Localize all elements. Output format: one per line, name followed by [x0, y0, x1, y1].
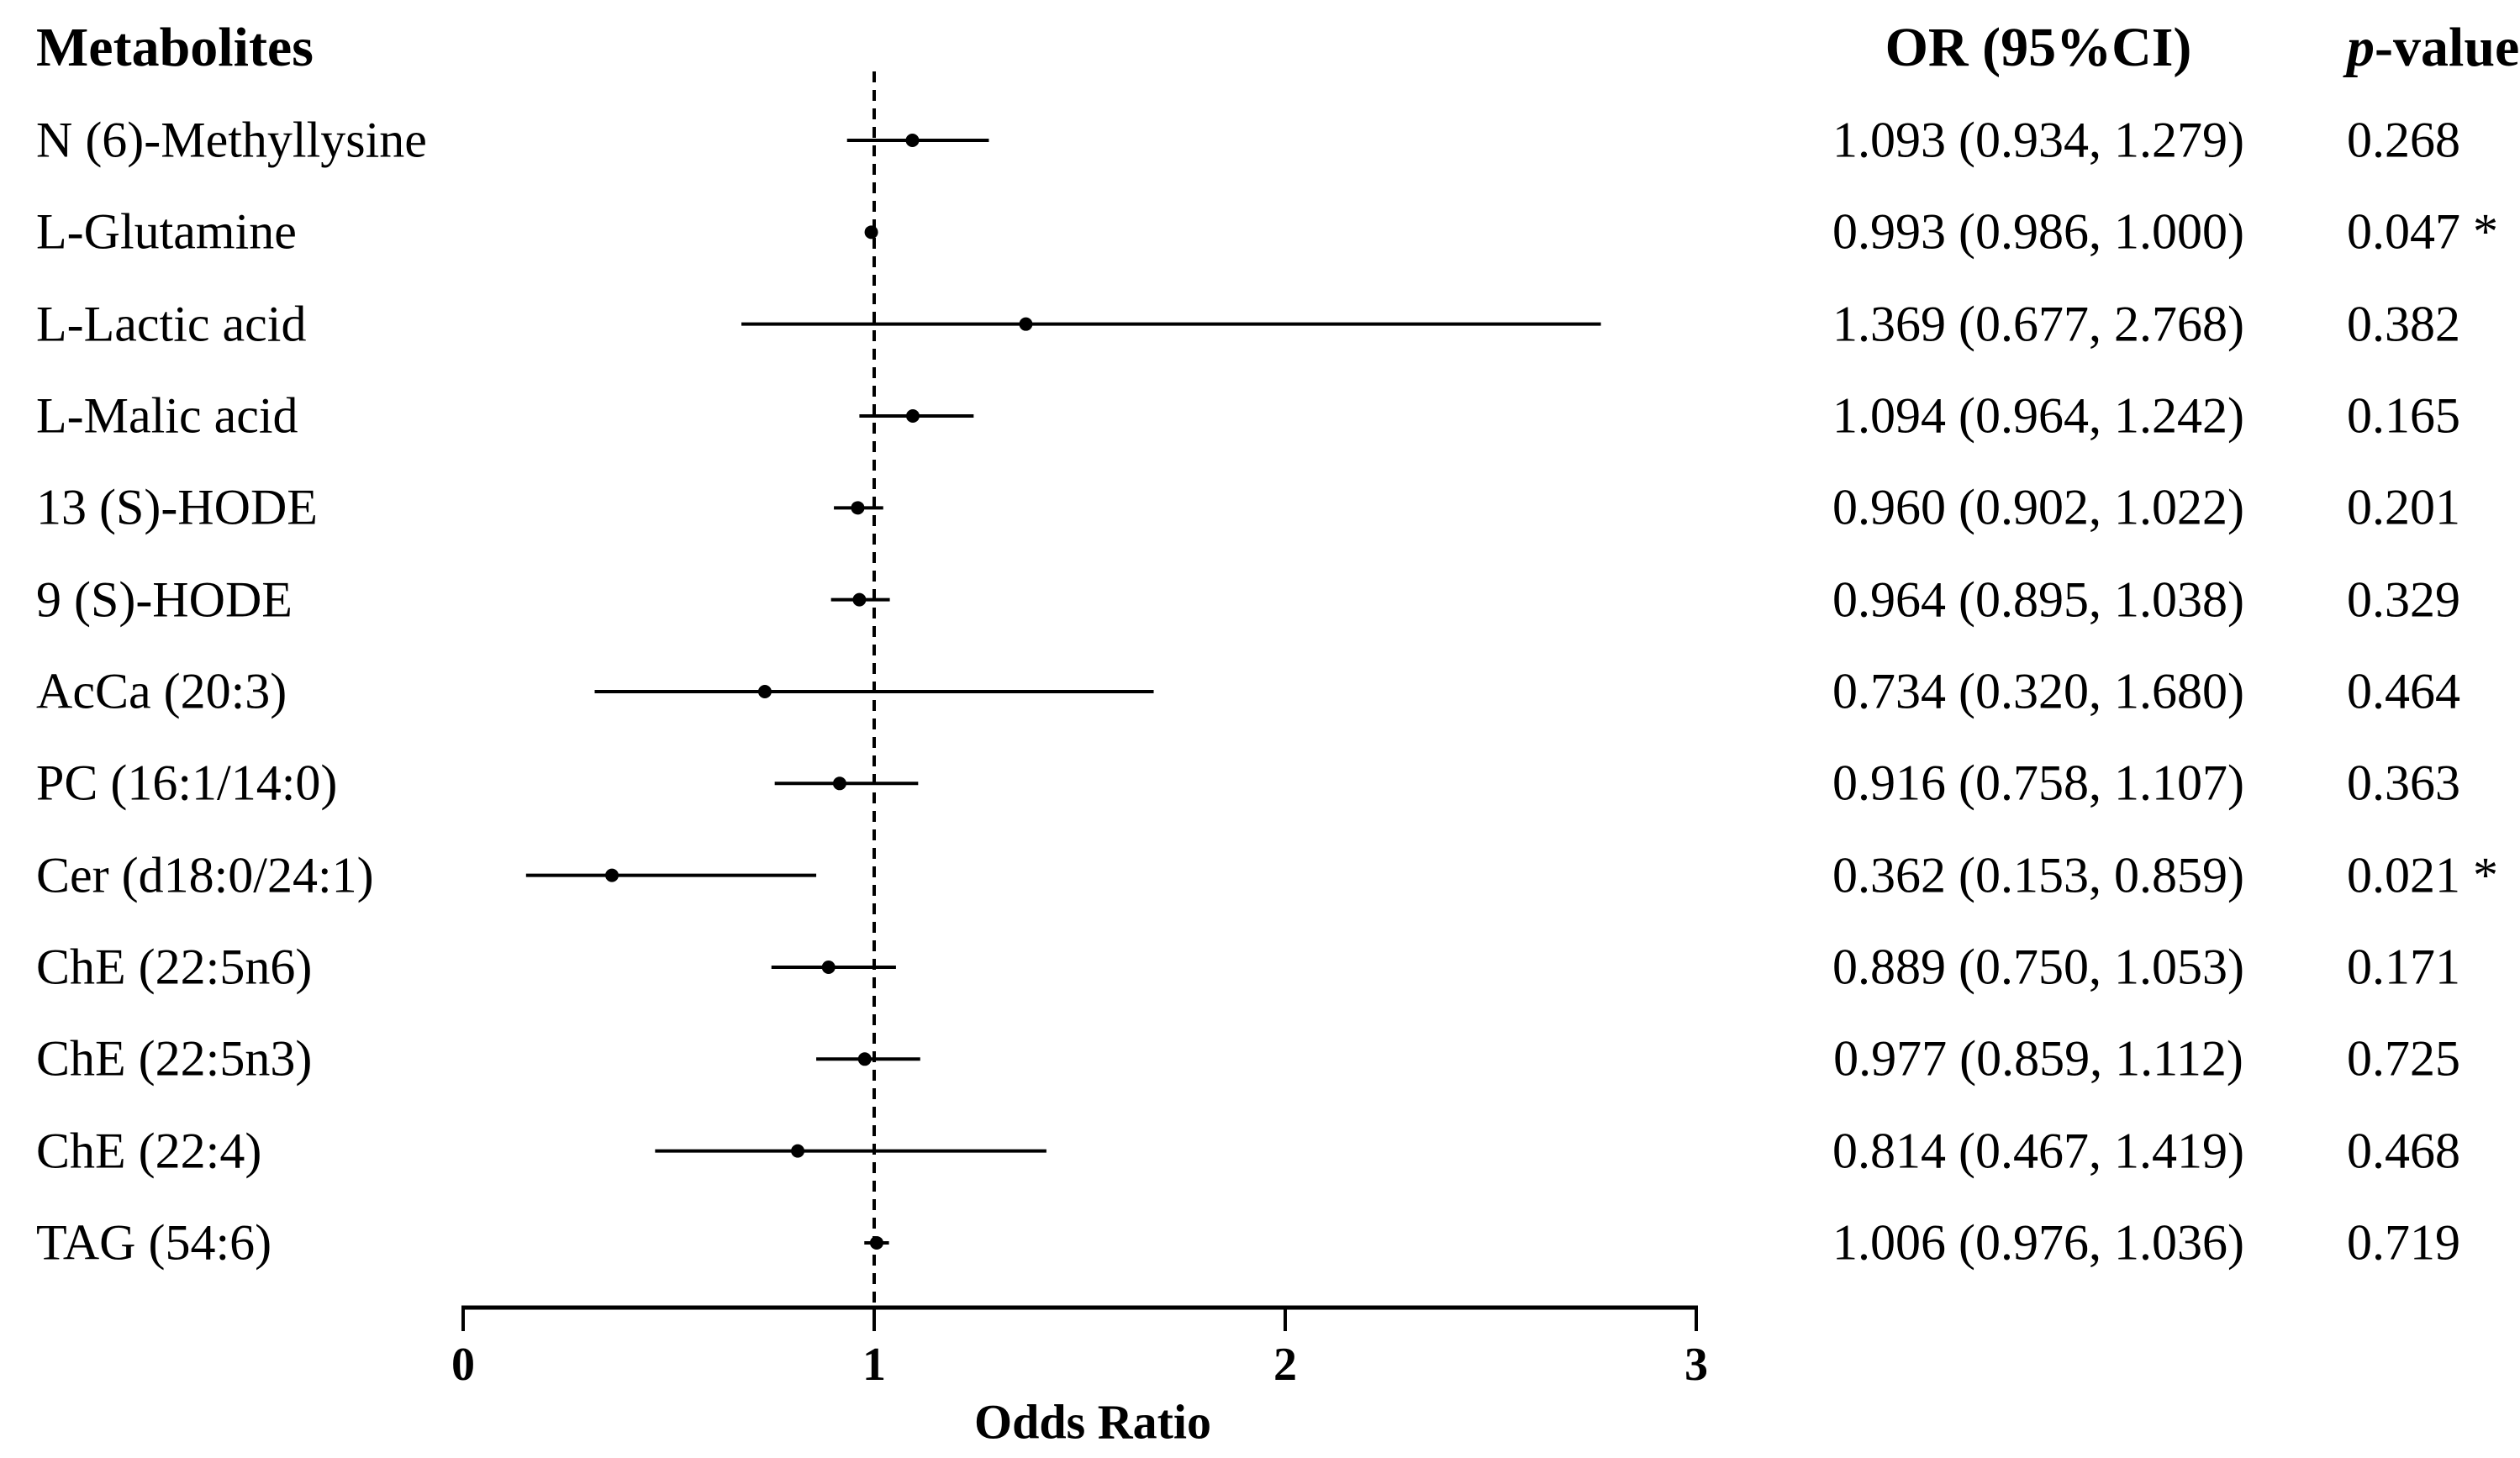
p-value: 0.725 — [2347, 1030, 2460, 1087]
x-axis-tick-label: 2 — [1273, 1339, 1297, 1391]
or-point-marker — [851, 501, 865, 515]
metabolite-label: 9 (S)-HODE — [36, 571, 293, 628]
or-point-marker — [821, 960, 836, 974]
p-value-column-header: p-value — [2347, 16, 2519, 80]
or-point-marker — [832, 776, 846, 791]
metabolite-label: ChE (22:5n6) — [36, 939, 313, 995]
metabolite-label: ChE (22:4) — [36, 1123, 262, 1179]
or-point-marker — [852, 592, 867, 607]
p-value: 0.329 — [2347, 571, 2460, 628]
or-point-marker — [869, 1235, 883, 1250]
or-ci-value: 1.094 (0.964, 1.242) — [1832, 387, 2244, 444]
p-value: 0.021 * — [2347, 847, 2498, 903]
or-point-marker — [757, 684, 772, 698]
or-ci-value: 1.369 (0.677, 2.768) — [1832, 296, 2244, 352]
p-value-header-italic-p: p — [2347, 17, 2375, 78]
p-value: 0.165 — [2347, 387, 2460, 444]
or-ci-value: 0.814 (0.467, 1.419) — [1832, 1123, 2244, 1179]
metabolite-label: TAG (54:6) — [36, 1214, 272, 1271]
p-value: 0.268 — [2347, 112, 2460, 168]
or-point-marker — [791, 1144, 805, 1158]
or-ci-value: 1.093 (0.934, 1.279) — [1832, 112, 2244, 168]
metabolite-label: L-Glutamine — [36, 203, 297, 260]
or-ci-value: 1.006 (0.976, 1.036) — [1832, 1214, 2244, 1271]
or-ci-value: 0.964 (0.895, 1.038) — [1832, 571, 2244, 628]
p-value: 0.363 — [2347, 755, 2460, 811]
metabolite-label: Cer (d18:0/24:1) — [36, 847, 374, 903]
metabolite-label: N (6)-Methyllysine — [36, 112, 427, 168]
or-ci-value: 0.889 (0.750, 1.053) — [1832, 939, 2244, 995]
p-value: 0.201 — [2347, 479, 2460, 535]
p-value: 0.719 — [2347, 1214, 2460, 1271]
x-axis-tick-label: 0 — [451, 1339, 475, 1391]
or-ci-column-header: OR (95%CI) — [1885, 17, 2192, 78]
or-ci-value: 0.960 (0.902, 1.022) — [1832, 479, 2244, 535]
or-point-marker — [1019, 317, 1033, 331]
or-point-marker — [864, 225, 878, 239]
metabolite-label: PC (16:1/14:0) — [36, 755, 338, 811]
or-point-marker — [905, 408, 920, 423]
p-value: 0.382 — [2347, 296, 2460, 352]
metabolite-label: 13 (S)-HODE — [36, 479, 318, 535]
metabolite-label: L-Malic acid — [36, 387, 298, 444]
or-point-marker — [905, 134, 920, 147]
or-ci-value: 0.993 (0.986, 1.000) — [1832, 203, 2244, 260]
or-ci-value: 0.362 (0.153, 0.859) — [1832, 847, 2244, 903]
p-value: 0.468 — [2347, 1123, 2460, 1179]
metabolite-label: ChE (22:5n3) — [36, 1030, 313, 1087]
or-point-marker — [857, 1052, 872, 1066]
or-ci-value: 0.734 (0.320, 1.680) — [1832, 663, 2244, 719]
x-axis-tick-label: 3 — [1684, 1339, 1708, 1391]
p-value: 0.047 * — [2347, 203, 2498, 260]
p-value-header-rest: -value — [2375, 17, 2520, 78]
x-axis-title: Odds Ratio — [973, 1394, 1212, 1450]
metabolite-label: L-Lactic acid — [36, 296, 307, 352]
or-ci-value: 0.916 (0.758, 1.107) — [1832, 755, 2244, 811]
metabolite-label: AcCa (20:3) — [36, 663, 287, 719]
x-axis-tick-label: 1 — [862, 1339, 886, 1391]
p-value: 0.464 — [2347, 663, 2460, 719]
p-value: 0.171 — [2347, 939, 2460, 995]
metabolites-column-header: Metabolites — [36, 17, 314, 78]
or-ci-value: 0.977 (0.859, 1.112) — [1833, 1030, 2243, 1087]
or-point-marker — [605, 868, 619, 882]
